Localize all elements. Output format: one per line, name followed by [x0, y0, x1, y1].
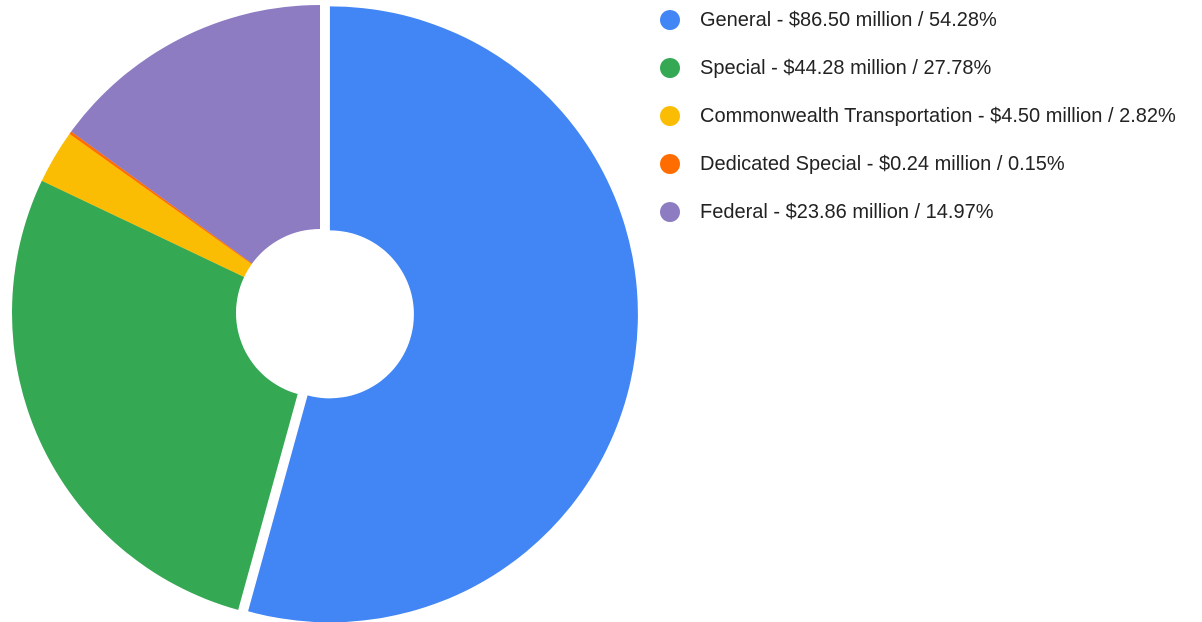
legend-label: Commonwealth Transportation - $4.50 mill…: [700, 105, 1176, 127]
legend: General - $86.50 million / 54.28% Special…: [660, 6, 1200, 246]
legend-swatch: [660, 106, 680, 126]
legend-label: Dedicated Special - $0.24 million / 0.15…: [700, 153, 1065, 175]
plot: [12, 5, 638, 622]
legend-label: Special - $44.28 million / 27.78%: [700, 57, 992, 79]
legend-label: General - $86.50 million / 54.28%: [700, 9, 997, 31]
legend-swatch: [660, 58, 680, 78]
legend-item: Federal - $23.86 million / 14.97%: [660, 198, 1200, 226]
slice: [71, 5, 320, 264]
legend-item: General - $86.50 million / 54.28%: [660, 6, 1200, 34]
slice: [12, 180, 298, 610]
slice: [69, 131, 253, 265]
legend-item: Special - $44.28 million / 27.78%: [660, 54, 1200, 82]
legend-swatch: [660, 202, 680, 222]
slice: [41, 133, 252, 277]
legend-swatch: [660, 10, 680, 30]
legend-item: Dedicated Special - $0.24 million / 0.15…: [660, 150, 1200, 178]
legend-swatch: [660, 154, 680, 174]
legend-label: Federal - $23.86 million / 14.97%: [700, 201, 994, 223]
legend-item: Commonwealth Transportation - $4.50 mill…: [660, 102, 1200, 130]
slice: [248, 6, 638, 622]
